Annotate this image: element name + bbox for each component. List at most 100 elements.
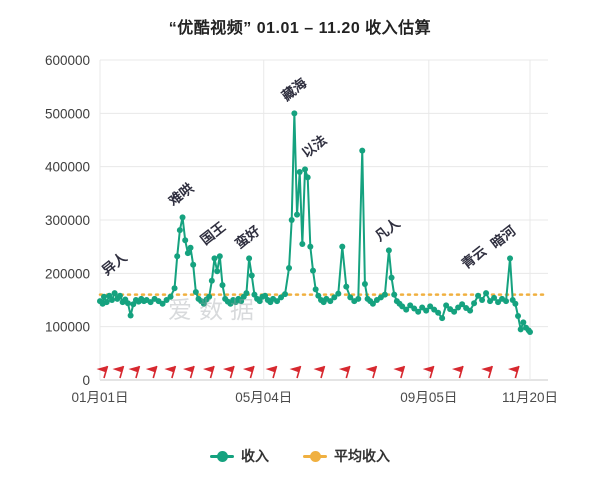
event-flag-icon xyxy=(145,365,158,379)
event-flag-icon xyxy=(507,365,520,379)
y-axis-tick-label: 0 xyxy=(82,373,90,388)
annotation-label: 国王 xyxy=(198,219,229,248)
income-point xyxy=(211,255,218,262)
event-flag-icon xyxy=(96,365,109,379)
income-point xyxy=(182,237,189,244)
x-axis-tick-label: 09月05日 xyxy=(400,390,457,405)
income-point xyxy=(455,304,462,311)
income-point xyxy=(327,298,334,305)
income-point xyxy=(423,307,430,314)
income-point xyxy=(278,294,285,301)
income-point xyxy=(381,291,388,298)
income-point xyxy=(369,300,376,307)
income-point xyxy=(339,243,346,250)
income-point xyxy=(385,247,392,254)
income-point xyxy=(184,250,191,257)
income-point xyxy=(103,299,110,306)
legend-income-label: 收入 xyxy=(241,448,269,464)
chart-legend: 收入 平均收入 xyxy=(0,446,600,466)
event-flag-icon xyxy=(222,365,235,379)
income-point xyxy=(256,298,263,305)
income-point xyxy=(467,307,474,314)
y-axis-tick-label: 200000 xyxy=(45,266,90,281)
income-point xyxy=(108,297,115,303)
event-flag-icon xyxy=(242,365,255,379)
event-flag-icon xyxy=(393,365,406,379)
income-point xyxy=(427,303,434,310)
legend-item-income[interactable]: 收入 xyxy=(210,446,269,466)
income-point xyxy=(167,293,174,300)
income-point xyxy=(335,290,342,297)
income-point xyxy=(174,253,181,260)
annotation-label: 藏海 xyxy=(278,74,310,104)
income-point xyxy=(179,214,186,221)
income-legend-marker-icon xyxy=(210,450,234,462)
income-point xyxy=(495,299,502,306)
income-point xyxy=(291,110,298,117)
event-flag-icon xyxy=(265,365,278,379)
income-point xyxy=(219,282,226,289)
event-flag-icon xyxy=(202,365,215,379)
income-point xyxy=(159,300,166,307)
income-point xyxy=(343,283,350,290)
income-point xyxy=(439,315,446,322)
income-point xyxy=(312,286,319,293)
income-point xyxy=(411,305,418,312)
income-point xyxy=(243,290,250,297)
event-flag-icon xyxy=(128,365,141,379)
income-point xyxy=(176,227,183,234)
income-point xyxy=(355,295,362,302)
income-point xyxy=(130,301,137,308)
legend-item-average-income[interactable]: 平均收入 xyxy=(303,446,390,466)
chart-area: 0 100000 200000 300000 400000 500000 600000 01月… xyxy=(0,38,600,438)
income-point xyxy=(483,290,490,297)
income-point xyxy=(124,300,131,307)
income-point xyxy=(288,217,295,223)
income-point xyxy=(206,293,213,300)
income-point xyxy=(187,244,194,251)
annotation-label: 难哄 xyxy=(164,179,196,209)
income-point xyxy=(347,294,354,301)
income-point xyxy=(475,292,482,299)
event-flag-icon xyxy=(313,365,326,379)
income-point xyxy=(190,261,197,268)
y-axis-tick-label: 500000 xyxy=(45,106,90,121)
income-point xyxy=(487,298,494,305)
income-point xyxy=(302,166,309,173)
legend-average-income-label: 平均收入 xyxy=(334,448,390,464)
income-point xyxy=(479,297,486,303)
chart-title: “优酷视频” 01.01 – 11.20 收入估算 xyxy=(168,20,432,37)
event-flag-icon xyxy=(365,365,378,379)
x-axis-tick-label: 11月20日 xyxy=(502,390,558,405)
x-axis-tick-label: 01月01日 xyxy=(71,390,128,405)
income-point xyxy=(214,268,221,275)
income-point xyxy=(304,174,311,181)
event-flag-icon xyxy=(183,365,195,379)
income-point xyxy=(403,306,410,313)
income-point xyxy=(100,293,107,300)
income-point xyxy=(238,298,245,305)
annotation-label: 暗河 xyxy=(487,222,519,252)
income-point xyxy=(491,294,498,301)
income-point xyxy=(471,300,478,307)
income-point xyxy=(407,302,414,309)
annotation-label: 青云 xyxy=(458,242,490,272)
income-point xyxy=(163,297,170,303)
income-point xyxy=(415,308,422,315)
income-point xyxy=(171,285,178,292)
income-point xyxy=(310,267,317,274)
income-point xyxy=(111,290,118,297)
annotation-label: 以法 xyxy=(298,131,330,161)
income-point xyxy=(116,292,123,299)
event-flag-icon xyxy=(112,365,125,379)
income-point xyxy=(451,308,458,315)
event-flag-icon xyxy=(289,365,302,379)
income-point xyxy=(106,292,113,299)
income-point xyxy=(359,147,366,154)
event-flag-icon xyxy=(164,365,177,379)
income-point xyxy=(299,241,306,247)
income-point xyxy=(208,277,215,284)
income-point xyxy=(443,302,450,309)
income-point xyxy=(127,312,134,319)
